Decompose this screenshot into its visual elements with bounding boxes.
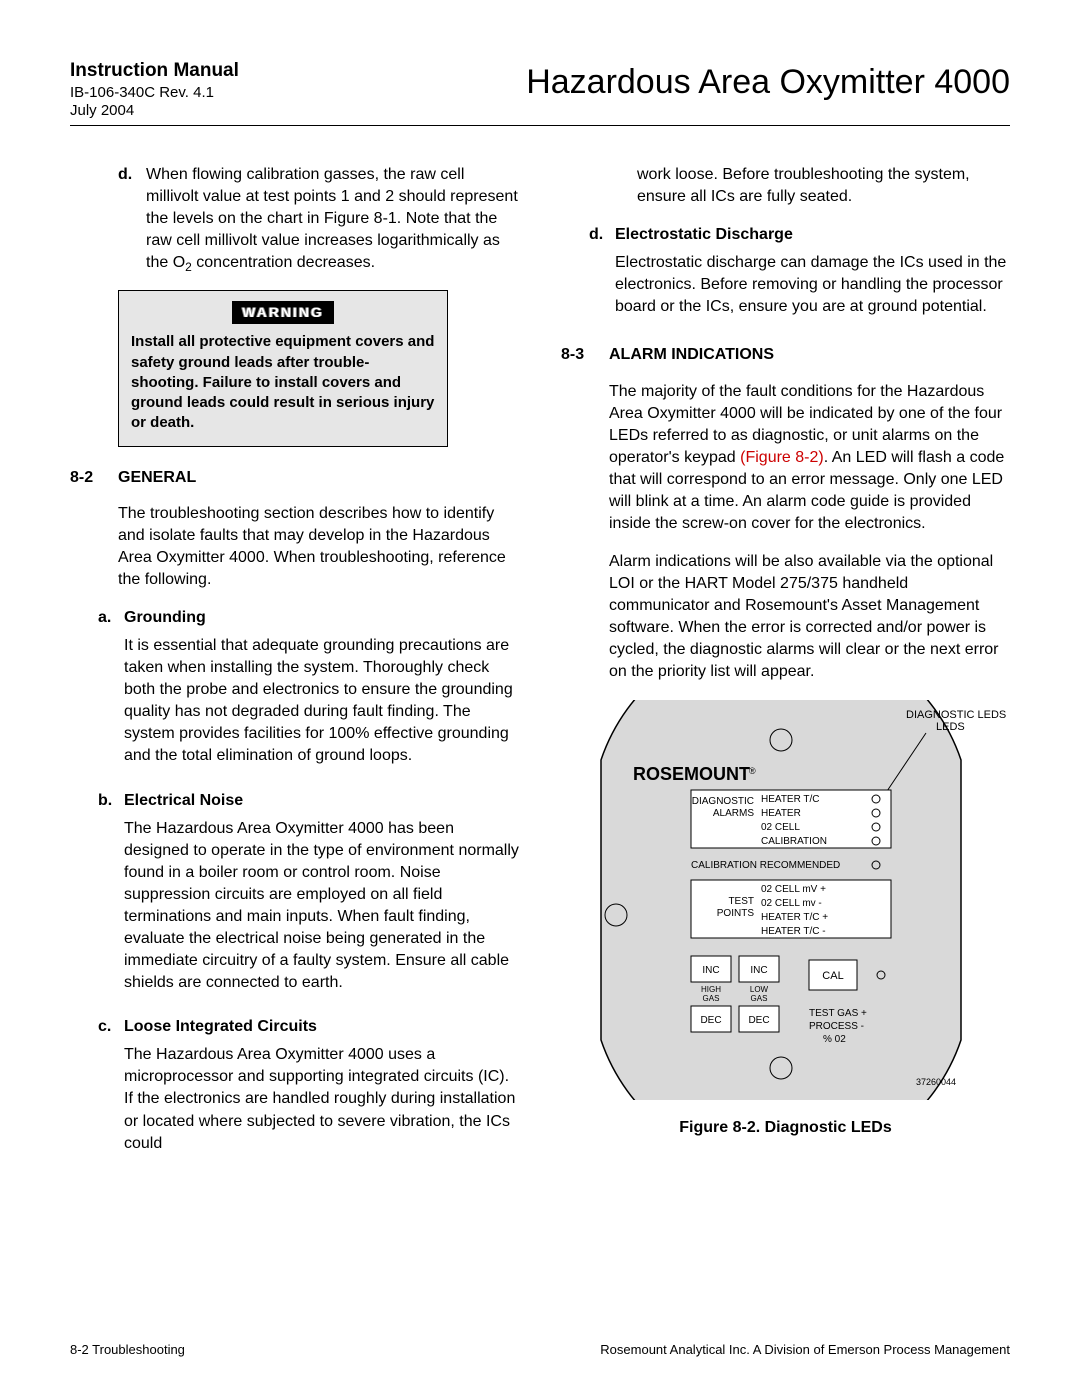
tg1: TEST GAS +	[809, 1008, 867, 1019]
item-d-body: When flowing calibration gasses, the raw…	[146, 164, 519, 276]
item-a: a. Grounding It is essential that adequa…	[98, 607, 519, 784]
d-sub: 2	[185, 261, 192, 275]
d-text-2: concentration decreases.	[192, 254, 375, 271]
lg2: GAS	[751, 994, 768, 1003]
item-d-cal-gas: d. When flowing calibration gasses, the …	[118, 164, 519, 276]
cal-btn: CAL	[822, 970, 843, 982]
header: Instruction Manual IB-106-340C Rev. 4.1 …	[70, 60, 1010, 119]
brand-label: ROSEMOUNT	[633, 764, 750, 784]
footer-left: 8-2 Troubleshooting	[70, 1342, 185, 1357]
d-title: Electrostatic Discharge	[615, 224, 1010, 246]
hg2: GAS	[703, 994, 720, 1003]
part-number: 37260044	[916, 1077, 956, 1087]
tg3: % 02	[823, 1034, 846, 1045]
sec-8-2-num: 8-2	[70, 467, 118, 489]
marker-a: a.	[98, 607, 124, 784]
footer-right: Rosemount Analytical Inc. A Division of …	[600, 1342, 1010, 1357]
b-title: Electrical Noise	[124, 790, 519, 812]
section-8-2-heading: 8-2 GENERAL	[70, 467, 519, 489]
tp2: 02 CELL mv -	[761, 898, 822, 909]
a-text: It is essential that adequate grounding …	[124, 635, 519, 767]
item-d-esd: d. Electrostatic Discharge Electrostatic…	[589, 224, 1010, 334]
sec-8-3-title: ALARM INDICATIONS	[609, 344, 774, 366]
header-divider	[70, 125, 1010, 126]
da4: CALIBRATION	[761, 836, 827, 847]
left-column: d. When flowing calibration gasses, the …	[70, 164, 519, 1161]
sec-8-3-p1: The majority of the fault conditions for…	[609, 381, 1010, 536]
c-title: Loose Integrated Circuits	[124, 1016, 519, 1038]
warning-text: Install all protective equipment covers …	[131, 332, 435, 433]
svg-text:LEDS: LEDS	[936, 721, 965, 733]
c-continuation: work loose. Before troubleshooting the s…	[637, 164, 1010, 208]
d-text: Electrostatic discharge can damage the I…	[615, 252, 1010, 318]
inc1: INC	[702, 965, 719, 976]
figure-reference: (Figure 8-2)	[740, 449, 824, 466]
marker-c: c.	[98, 1016, 124, 1154]
tp-l1: TEST	[728, 896, 754, 907]
tp4: HEATER T/C -	[761, 926, 826, 937]
sec-8-3-num: 8-3	[561, 344, 609, 366]
warning-box: WARNING Install all protective equipment…	[118, 290, 448, 447]
lg1: LOW	[750, 985, 769, 994]
inc2: INC	[750, 965, 767, 976]
diag-alarms-l2: ALARMS	[713, 808, 754, 819]
da1: HEATER T/C	[761, 794, 820, 805]
doc-date: July 2004	[70, 102, 1010, 119]
da3: 02 CELL	[761, 822, 800, 833]
tg2: PROCESS -	[809, 1021, 864, 1032]
hg1: HIGH	[701, 985, 721, 994]
a-title: Grounding	[124, 607, 519, 629]
b-text: The Hazardous Area Oxymitter 4000 has be…	[124, 818, 519, 995]
sec-8-3-p2: Alarm indications will be also available…	[609, 551, 1010, 683]
c-text: The Hazardous Area Oxymitter 4000 uses a…	[124, 1044, 519, 1154]
figure-caption: Figure 8-2. Diagnostic LEDs	[561, 1117, 1010, 1139]
page: Instruction Manual IB-106-340C Rev. 4.1 …	[0, 0, 1080, 1201]
diagnostic-panel-svg: DIAGNOSTIC LEDS LEDS ROSEMOUNT ® DIAGNOS…	[561, 700, 1006, 1100]
figure-8-2: DIAGNOSTIC LEDS LEDS ROSEMOUNT ® DIAGNOS…	[561, 700, 1010, 1139]
diag-alarms-l1: DIAGNOSTIC	[692, 796, 754, 807]
footer: 8-2 Troubleshooting Rosemount Analytical…	[70, 1342, 1010, 1357]
cal-rec: CALIBRATION RECOMMENDED	[691, 860, 840, 871]
warning-label: WARNING	[232, 301, 334, 324]
tp3: HEATER T/C +	[761, 912, 828, 923]
sec-8-2-title: GENERAL	[118, 467, 196, 489]
item-c: c. Loose Integrated Circuits The Hazardo…	[98, 1016, 519, 1154]
section-8-3-heading: 8-3 ALARM INDICATIONS	[561, 344, 1010, 366]
dec2: DEC	[748, 1015, 769, 1026]
marker-d2: d.	[589, 224, 615, 334]
da2: HEATER	[761, 808, 801, 819]
marker-b: b.	[98, 790, 124, 1011]
callout-diag-leds-1: DIAGNOSTIC LEDS	[906, 709, 1006, 721]
marker-d: d.	[118, 164, 146, 276]
right-column: work loose. Before troubleshooting the s…	[561, 164, 1010, 1161]
tp1: 02 CELL mV +	[761, 884, 826, 895]
dec1: DEC	[700, 1015, 721, 1026]
sec-8-2-intro: The troubleshooting section describes ho…	[118, 503, 519, 591]
content-columns: d. When flowing calibration gasses, the …	[70, 164, 1010, 1161]
svg-text:®: ®	[749, 766, 756, 776]
page-title: Hazardous Area Oxymitter 4000	[526, 63, 1010, 102]
tp-l2: POINTS	[717, 908, 755, 919]
item-b: b. Electrical Noise The Hazardous Area O…	[98, 790, 519, 1011]
